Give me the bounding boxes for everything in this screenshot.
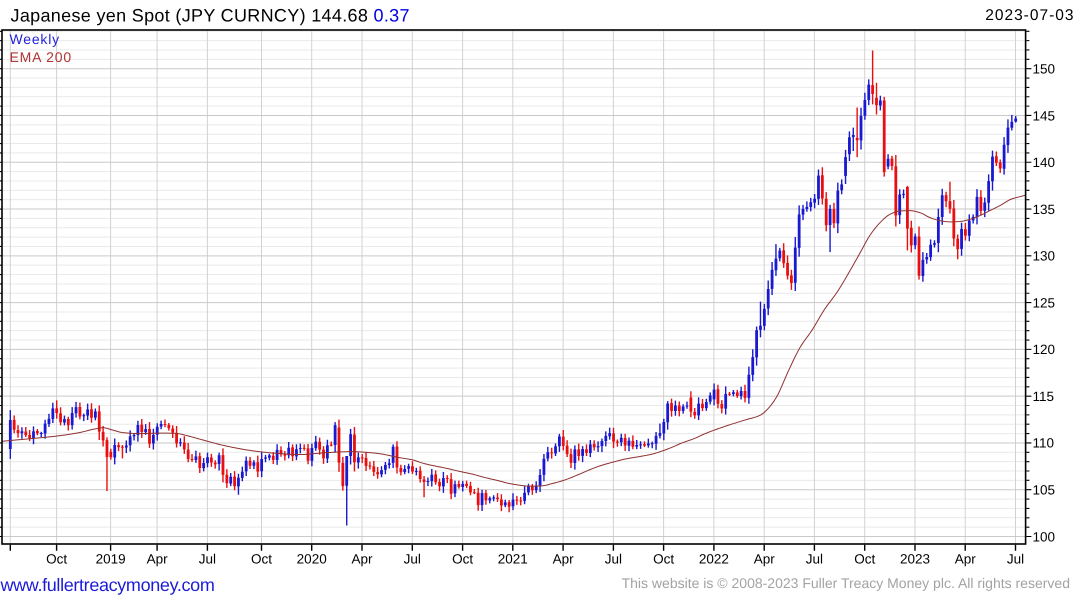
svg-text:Weekly: Weekly bbox=[10, 31, 60, 47]
svg-text:This website is © 2008-2023 Fu: This website is © 2008-2023 Fuller Treac… bbox=[622, 575, 1070, 591]
svg-text:2023-07-03: 2023-07-03 bbox=[985, 7, 1074, 24]
svg-text:Oct: Oct bbox=[452, 552, 473, 567]
svg-text:Jul: Jul bbox=[806, 552, 823, 567]
svg-text:Apr: Apr bbox=[351, 552, 373, 567]
svg-text:EMA 200: EMA 200 bbox=[10, 49, 72, 65]
svg-text:Jul: Jul bbox=[404, 552, 421, 567]
svg-text:110: 110 bbox=[1033, 436, 1055, 451]
svg-text:www.fullertreacymoney.com: www.fullertreacymoney.com bbox=[0, 575, 214, 595]
svg-text:125: 125 bbox=[1033, 295, 1056, 310]
svg-text:100: 100 bbox=[1033, 529, 1056, 544]
svg-text:2022: 2022 bbox=[699, 552, 729, 567]
svg-text:Oct: Oct bbox=[46, 552, 67, 567]
svg-text:150: 150 bbox=[1033, 62, 1056, 77]
svg-text:Jul: Jul bbox=[199, 552, 216, 567]
svg-text:120: 120 bbox=[1033, 342, 1056, 357]
svg-text:115: 115 bbox=[1033, 389, 1055, 404]
svg-text:2019: 2019 bbox=[96, 552, 126, 567]
svg-text:145: 145 bbox=[1033, 108, 1056, 123]
svg-text:Oct: Oct bbox=[251, 552, 272, 567]
svg-text:Jul: Jul bbox=[1007, 552, 1024, 567]
svg-text:Apr: Apr bbox=[955, 552, 977, 567]
svg-text:Oct: Oct bbox=[653, 552, 674, 567]
svg-text:130: 130 bbox=[1033, 249, 1056, 264]
svg-text:Oct: Oct bbox=[854, 552, 875, 567]
svg-text:135: 135 bbox=[1033, 202, 1056, 217]
svg-text:140: 140 bbox=[1033, 155, 1056, 170]
svg-text:Japanese yen Spot (JPY CURNCY): Japanese yen Spot (JPY CURNCY) 144.68 0.… bbox=[11, 5, 410, 25]
svg-text:Apr: Apr bbox=[754, 552, 776, 567]
svg-text:Apr: Apr bbox=[553, 552, 575, 567]
svg-text:2020: 2020 bbox=[297, 552, 327, 567]
svg-text:Apr: Apr bbox=[147, 552, 169, 567]
svg-text:2023: 2023 bbox=[900, 552, 930, 567]
svg-text:2021: 2021 bbox=[498, 552, 528, 567]
svg-text:105: 105 bbox=[1033, 483, 1056, 498]
svg-text:Jul: Jul bbox=[605, 552, 622, 567]
